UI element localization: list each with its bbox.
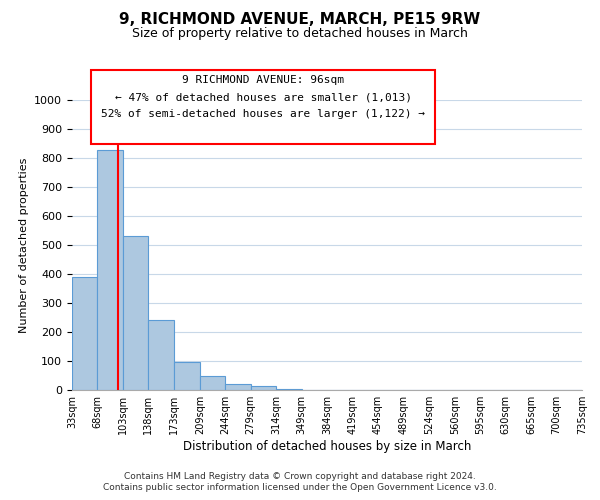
- Text: 9 RICHMOND AVENUE: 96sqm: 9 RICHMOND AVENUE: 96sqm: [182, 75, 344, 85]
- Text: 9, RICHMOND AVENUE, MARCH, PE15 9RW: 9, RICHMOND AVENUE, MARCH, PE15 9RW: [119, 12, 481, 28]
- Y-axis label: Number of detached properties: Number of detached properties: [19, 158, 29, 332]
- Text: 52% of semi-detached houses are larger (1,122) →: 52% of semi-detached houses are larger (…: [101, 109, 425, 119]
- Text: Contains HM Land Registry data © Crown copyright and database right 2024.: Contains HM Land Registry data © Crown c…: [124, 472, 476, 481]
- Bar: [72, 277, 97, 390]
- X-axis label: Distribution of detached houses by size in March: Distribution of detached houses by size …: [183, 440, 471, 453]
- Bar: [200, 376, 225, 390]
- Text: Size of property relative to detached houses in March: Size of property relative to detached ho…: [132, 28, 468, 40]
- Bar: [148, 320, 174, 390]
- Bar: [174, 362, 200, 390]
- Bar: [97, 150, 123, 390]
- Bar: [276, 388, 302, 390]
- Bar: [123, 236, 148, 390]
- Text: ← 47% of detached houses are smaller (1,013): ← 47% of detached houses are smaller (1,…: [115, 92, 412, 102]
- Bar: [251, 386, 276, 390]
- Text: Contains public sector information licensed under the Open Government Licence v3: Contains public sector information licen…: [103, 484, 497, 492]
- Bar: [225, 384, 251, 390]
